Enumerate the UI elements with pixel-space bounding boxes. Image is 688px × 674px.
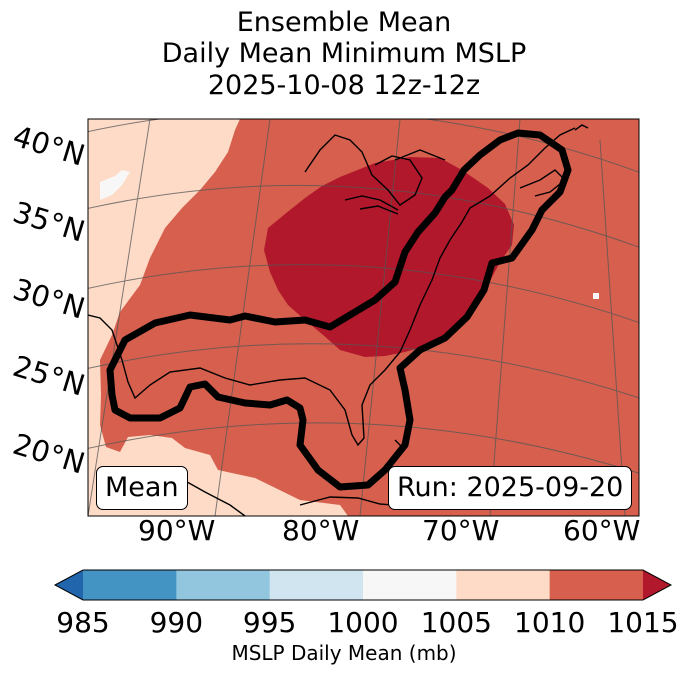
- colorbar-tick-label: 1000: [327, 606, 399, 639]
- colorbar-extend-high: [643, 570, 671, 600]
- colorbar-extend-low: [55, 570, 83, 600]
- graticule: [88, 119, 639, 516]
- contour-line: [106, 129, 572, 491]
- coastlines: [88, 124, 589, 516]
- colorbar-tick-label: 1010: [514, 606, 586, 639]
- lon-label-60: 60°W: [563, 514, 641, 547]
- run-annotation: Run: 2025-09-20: [388, 466, 633, 510]
- colorbar-tick-label: 1005: [420, 606, 492, 639]
- lon-label-80: 80°W: [282, 514, 360, 547]
- title-line-1: Ensemble Mean: [236, 7, 452, 38]
- map-frame: [87, 118, 640, 517]
- colorbar-tick-label: 990: [149, 606, 204, 639]
- mean-annotation: Mean: [96, 466, 188, 510]
- colorbar-segment: [456, 570, 551, 600]
- lon-label-90: 90°W: [138, 514, 216, 547]
- colorbar-segment: [83, 570, 177, 600]
- title-line-2: Daily Mean Minimum MSLP: [161, 38, 527, 69]
- field-white-dot: [593, 293, 599, 299]
- colorbar-segment: [549, 570, 644, 600]
- colorbar: [53, 569, 673, 601]
- field-dark: [264, 157, 514, 357]
- lon-label-70: 70°W: [422, 514, 500, 547]
- colorbar-tick-label: 985: [56, 606, 110, 639]
- field-white-patch: [100, 170, 130, 200]
- colorbar-outline: [53, 569, 673, 601]
- colorbar-label: MSLP Daily Mean (mb): [231, 641, 457, 665]
- title-line-3: 2025-10-08 12z-12z: [207, 70, 481, 101]
- colorbar-segment: [176, 570, 271, 600]
- colorbar-tick-label: 1015: [607, 606, 679, 639]
- map-panel: [88, 119, 639, 516]
- colorbar-tick-label: 995: [242, 606, 297, 639]
- colorbar-segment: [269, 570, 364, 600]
- colorbar-segment: [363, 570, 457, 600]
